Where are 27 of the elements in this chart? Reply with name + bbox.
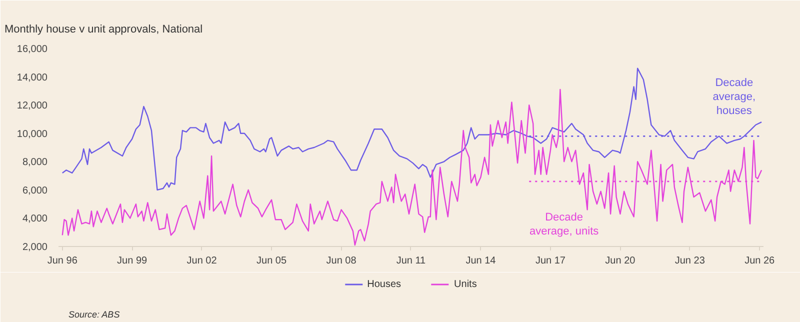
y-tick-label: 14,000 [16, 72, 48, 84]
x-tick-label: Jun 96 [47, 256, 78, 266]
x-tick-label: Jun 17 [535, 256, 566, 266]
y-tick-label: 10,000 [16, 128, 48, 140]
y-tick-label: 12,000 [16, 100, 48, 112]
x-tick-label: Jun 26 [744, 256, 776, 266]
x-tick-label: Jun 14 [466, 256, 496, 266]
y-tick-label: 16,000 [16, 44, 48, 55]
x-tick-label: Jun 20 [605, 256, 636, 266]
source-note: Source: ABS [68, 310, 120, 320]
x-tick-label: Jun 99 [117, 256, 148, 266]
y-tick-label: 4,000 [22, 214, 48, 225]
legend-label: Units [454, 278, 477, 290]
y-tick-label: 2,000 [22, 242, 48, 253]
chart-title: Monthly house v unit approvals, National [4, 24, 203, 36]
annotation: Decade average, houses [712, 77, 756, 118]
x-tick-label: Jun 05 [256, 256, 287, 266]
legend-label: Houses [367, 278, 402, 290]
y-tick-label: 8,000 [22, 157, 48, 168]
x-tick-label: Jun 23 [674, 256, 706, 266]
y-tick-label: 6,000 [22, 185, 48, 196]
x-tick-label: Jun 02 [186, 256, 218, 266]
line-series [62, 68, 762, 191]
x-tick-label: Jun 11 [396, 256, 426, 266]
x-tick-label: Jun 08 [326, 256, 357, 266]
annotation: Decade average, units [530, 211, 600, 238]
line-series [62, 88, 762, 246]
